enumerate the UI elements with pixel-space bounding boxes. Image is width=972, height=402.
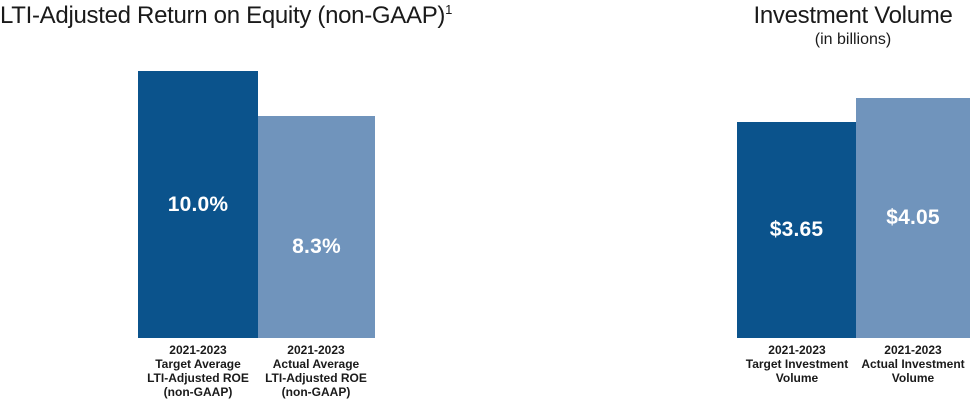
bar-value-actual-investment: $4.05 [886,206,940,229]
left-chart-title-text: LTI-Adjusted Return on Equity (non-GAAP) [0,2,446,29]
bar-actual-roe: 8.3% [258,116,375,338]
right-chart-title-block: Investment Volume (in billions) [723,2,972,49]
right-chart-title: Investment Volume [753,2,953,29]
footnote-superscript: 1 [445,2,453,17]
axis-label-target-investment: 2021-2023 Target Investment Volume [745,343,849,385]
bar-target-roe: 10.0% [138,71,258,338]
bar-value-actual-roe: 8.3% [292,235,341,258]
axis-label-actual-roe: 2021-2023 Actual Average LTI-Adjusted RO… [265,343,367,399]
bar-actual-investment: $4.05 [856,98,970,338]
left-chart-title: LTI-Adjusted Return on Equity (non-GAAP)… [0,2,452,30]
bar-value-target-investment: $3.65 [769,218,824,241]
right-chart-subtitle: (in billions) [814,31,892,48]
bar-value-target-roe: 10.0% [167,192,229,216]
bar-target-investment: $3.65 [737,122,856,338]
axis-label-actual-investment: 2021-2023 Actual Investment Volume [861,343,965,385]
axis-label-target-roe: 2021-2023 Target Average LTI-Adjusted RO… [147,343,249,399]
